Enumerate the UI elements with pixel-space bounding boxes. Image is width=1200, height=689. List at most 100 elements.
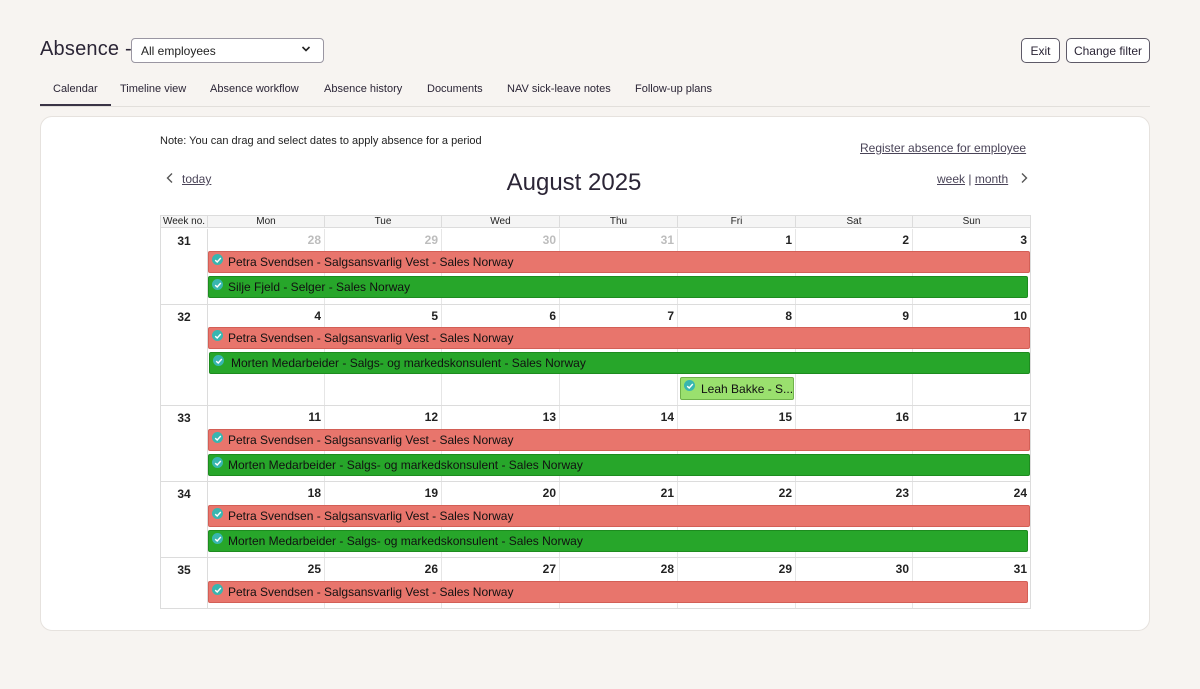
week-row: 34 18 19 20 21 22 23 24 Petra Svendsen -… <box>161 482 1030 558</box>
event-label: Petra Svendsen - Salgsansvarlig Vest - S… <box>228 433 514 447</box>
employee-select[interactable]: All employees <box>131 38 324 63</box>
tab-absence-history[interactable]: Absence history <box>324 83 403 95</box>
week-number: 34 <box>161 482 208 557</box>
absence-event-silje[interactable]: Silje Fjeld - Selger - Sales Norway <box>208 276 1028 298</box>
check-circle-icon <box>212 584 223 595</box>
day-number: 31 <box>660 233 674 247</box>
day-number: 4 <box>314 309 321 323</box>
check-circle-icon <box>212 432 223 443</box>
change-filter-button[interactable]: Change filter <box>1066 38 1150 63</box>
tab-absence-workflow[interactable]: Absence workflow <box>210 83 299 95</box>
day-cell[interactable]: 17 <box>913 406 1030 481</box>
absence-event-petra[interactable]: Petra Svendsen - Salgsansvarlig Vest - S… <box>208 429 1030 451</box>
day-number: 25 <box>307 562 321 576</box>
week-row: 35 25 26 27 28 29 30 31 Petra Svendsen -… <box>161 558 1030 608</box>
day-number: 18 <box>307 486 321 500</box>
employee-select-value: All employees <box>141 44 216 58</box>
day-number: 30 <box>895 562 909 576</box>
tab-documents[interactable]: Documents <box>427 83 483 95</box>
week-number: 35 <box>161 558 208 608</box>
month-calendar-grid: Week no. Mon Tue Wed Thu Fri Sat Sun 31 … <box>160 215 1031 609</box>
week-row: 32 4 5 6 7 8 9 10 Petra Svendsen - Salgs… <box>161 305 1030 406</box>
view-switcher: week | month <box>937 172 1008 186</box>
week-row: 33 11 12 13 14 15 16 17 Petra Svendsen -… <box>161 406 1030 482</box>
chevron-down-icon <box>301 46 311 52</box>
week-number: 32 <box>161 305 208 405</box>
chevron-right-icon[interactable] <box>1019 172 1029 184</box>
drag-note: Note: You can drag and select dates to a… <box>160 135 482 147</box>
day-number: 29 <box>424 233 438 247</box>
absence-event-morten[interactable]: Morten Medarbeider - Salgs- og markedsko… <box>208 454 1030 476</box>
event-label: Petra Svendsen - Salgsansvarlig Vest - S… <box>228 509 514 523</box>
chevron-left-icon[interactable] <box>165 172 175 184</box>
day-number: 17 <box>1013 410 1027 424</box>
day-number: 5 <box>431 309 438 323</box>
event-label: Morten Medarbeider - Salgs- og markedsko… <box>228 534 583 548</box>
day-number: 26 <box>424 562 438 576</box>
absence-event-petra[interactable]: Petra Svendsen - Salgsansvarlig Vest - S… <box>208 327 1030 349</box>
week-row: 31 28 29 30 31 1 2 3 Petra Svendsen - Sa… <box>161 229 1030 305</box>
day-cell[interactable]: 31 <box>913 558 1030 608</box>
day-number: 13 <box>542 410 556 424</box>
event-label: Petra Svendsen - Salgsansvarlig Vest - S… <box>228 331 514 345</box>
tab-calendar[interactable]: Calendar <box>40 83 111 106</box>
day-cell[interactable]: 24 <box>913 482 1030 557</box>
register-absence-link[interactable]: Register absence for employee <box>860 141 1027 155</box>
calendar-header-row: Week no. Mon Tue Wed Thu Fri Sat Sun <box>161 216 1030 228</box>
check-circle-icon <box>212 254 223 265</box>
day-number: 8 <box>785 309 792 323</box>
day-number: 16 <box>895 410 909 424</box>
day-number: 11 <box>308 410 321 424</box>
event-label: Silje Fjeld - Selger - Sales Norway <box>228 280 411 294</box>
event-label: Leah Bakke - S... <box>701 381 794 396</box>
week-number: 33 <box>161 406 208 481</box>
event-label: Petra Svendsen - Salgsansvarlig Vest - S… <box>228 255 514 269</box>
day-number: 23 <box>895 486 909 500</box>
check-circle-icon <box>212 457 223 468</box>
day-cell[interactable]: 10 <box>913 305 1030 405</box>
absence-event-petra[interactable]: Petra Svendsen - Salgsansvarlig Vest - S… <box>208 505 1030 527</box>
day-number: 15 <box>778 410 792 424</box>
day-number: 9 <box>902 309 909 323</box>
day-number: 10 <box>1013 309 1027 323</box>
check-circle-icon <box>684 380 695 391</box>
absence-event-morten[interactable]: Morten Medarbeider - Salgs- og markedsko… <box>209 352 1030 374</box>
day-header-fri: Fri <box>678 216 796 228</box>
check-circle-icon <box>212 279 223 290</box>
tab-follow-up-plans[interactable]: Follow-up plans <box>635 83 713 95</box>
day-header-mon: Mon <box>208 216 325 228</box>
day-number: 28 <box>660 562 674 576</box>
month-title: August 2025 <box>506 169 642 196</box>
day-number: 20 <box>542 486 556 500</box>
check-circle-icon <box>212 330 223 341</box>
event-label: Morten Medarbeider - Salgs- og markedsko… <box>228 458 583 472</box>
calendar-card: Note: You can drag and select dates to a… <box>40 116 1150 631</box>
tab-bar: Calendar Timeline view Absence workflow … <box>40 80 1150 107</box>
day-number: 19 <box>424 486 438 500</box>
absence-event-morten[interactable]: Morten Medarbeider - Salgs- og markedsko… <box>208 530 1028 552</box>
day-header-sun: Sun <box>962 216 981 227</box>
page-header: Absence - All employees Exit Change filt… <box>40 36 1150 66</box>
event-label: Morten Medarbeider - Salgs- og markedsko… <box>231 356 586 370</box>
exit-button[interactable]: Exit <box>1021 38 1060 63</box>
event-label: Petra Svendsen - Salgsansvarlig Vest - S… <box>228 585 514 599</box>
day-number: 21 <box>660 486 674 500</box>
tab-nav-sick-leave-notes[interactable]: NAV sick-leave notes <box>507 83 611 95</box>
month-view-link[interactable]: month <box>974 172 1009 186</box>
day-number: 14 <box>660 410 674 424</box>
day-number: 24 <box>1013 486 1027 500</box>
day-cell[interactable]: 3 <box>913 229 1030 304</box>
day-header-thu: Thu <box>560 216 678 228</box>
tab-timeline-view[interactable]: Timeline view <box>120 83 187 95</box>
today-link[interactable]: today <box>182 172 212 186</box>
day-number: 28 <box>307 233 321 247</box>
week-view-link[interactable]: week <box>937 172 966 186</box>
absence-event-leah[interactable]: Leah Bakke - S... <box>680 377 794 400</box>
absence-event-petra[interactable]: Petra Svendsen - Salgsansvarlig Vest - S… <box>208 581 1028 603</box>
week-number: 31 <box>161 229 208 304</box>
day-header-tue: Tue <box>325 216 442 228</box>
absence-event-petra[interactable]: Petra Svendsen - Salgsansvarlig Vest - S… <box>208 251 1030 273</box>
check-circle-icon <box>212 508 223 519</box>
day-number: 7 <box>667 309 674 323</box>
weekno-header: Week no. <box>161 216 208 228</box>
